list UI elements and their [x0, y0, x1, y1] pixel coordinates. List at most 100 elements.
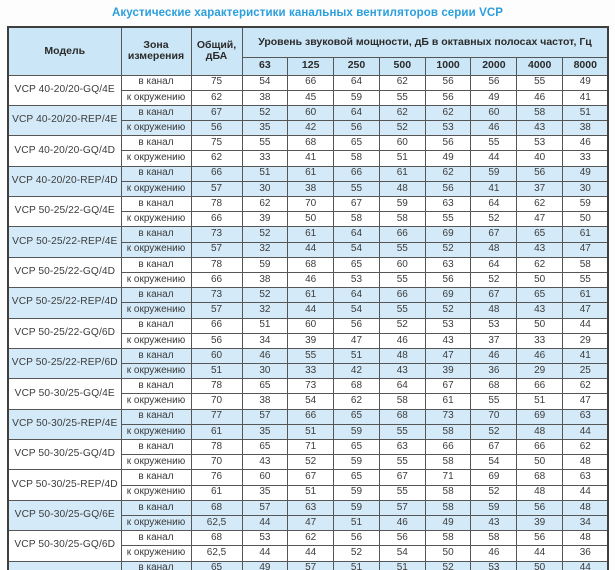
level-cell: 34 — [562, 514, 609, 532]
table-row: VCP 50-30/25-REP/6Dв канал65495751515253… — [7, 560, 609, 570]
level-cell: 39 — [287, 332, 335, 349]
table-row: к окружению 62,5 44 47 51 46 49 43 39 34 — [8, 514, 609, 532]
total-dba-cell: 66 — [190, 211, 243, 228]
measurement-zone-cell: в канал — [120, 499, 192, 516]
level-cell: 35 — [241, 423, 289, 441]
level-cell: 44 — [562, 317, 609, 334]
level-cell: 56 — [424, 74, 472, 91]
level-cell: 58 — [333, 150, 380, 167]
level-cell: 62 — [424, 165, 472, 182]
measurement-zone-cell: к окружению — [120, 302, 192, 319]
level-cell: 50 — [562, 211, 609, 228]
total-dba-cell: 78 — [190, 256, 243, 273]
level-cell: 63 — [287, 499, 335, 516]
level-cell: 43 — [378, 363, 426, 380]
level-cell: 45 — [287, 89, 335, 106]
level-cell: 55 — [287, 347, 335, 365]
level-cell: 36 — [470, 363, 518, 380]
table-row: VCP 50-30/25-GQ/6E в канал 68 57 63 59 57 58 59 5… — [7, 499, 609, 532]
level-cell: 52 — [378, 317, 426, 334]
level-cell: 59 — [333, 454, 380, 471]
level-cell: 54 — [470, 454, 518, 471]
total-dba-cell: 56 — [190, 120, 243, 137]
model-name-cell: VCP 50-30/25-REP/6D — [7, 560, 122, 570]
level-cell: 41 — [470, 180, 518, 198]
level-cell: 59 — [333, 89, 380, 106]
level-cell: 49 — [241, 560, 289, 570]
level-cell: 54 — [378, 545, 426, 562]
level-cell: 55 — [378, 302, 426, 319]
level-cell: 59 — [241, 256, 289, 273]
table-row: VCP 50-25/22-GQ/4D в канал 78 59 68 65 60 63 64 6… — [7, 256, 609, 289]
level-cell: 68 — [287, 256, 335, 273]
level-cell: 30 — [241, 363, 289, 380]
level-cell: 52 — [470, 211, 518, 228]
measurement-zone-cell: в канал — [120, 317, 192, 334]
total-dba-cell: 78 — [190, 195, 243, 213]
measurement-zone-cell: к окружению — [120, 150, 192, 167]
table-row: VCP 50-30/25-GQ/4D в канал 78 65 71 65 63 66 67 6… — [7, 438, 609, 471]
level-cell: 68 — [470, 378, 518, 395]
level-cell: 66 — [378, 287, 426, 304]
level-cell: 44 — [241, 514, 289, 532]
model-name-cell: VCP 50-30/25-REP/4E — [7, 408, 122, 441]
level-cell: 47 — [562, 302, 609, 319]
measurement-zone-cell: в канал — [120, 287, 192, 304]
level-cell: 73 — [424, 408, 472, 425]
total-dba-cell: 70 — [190, 393, 243, 410]
level-cell: 48 — [516, 423, 564, 441]
measurement-zone-cell: к окружению — [120, 332, 192, 349]
level-cell: 63 — [562, 469, 609, 486]
level-cell: 58 — [424, 530, 472, 547]
level-cell: 68 — [516, 469, 564, 486]
model-name-cell: VCP 50-25/22-REP/4E — [7, 226, 122, 258]
total-dba-cell: 62,5 — [190, 514, 243, 532]
level-cell: 46 — [562, 135, 609, 152]
model-name-cell: VCP 40-20/20-GQ/4E — [7, 74, 122, 106]
level-cell: 38 — [241, 271, 289, 289]
table-row: VCP 50-25/22-REP/4E в канал 73 52 61 64 66 69 67… — [7, 226, 609, 258]
level-cell: 62 — [516, 195, 564, 213]
total-dba-cell: 65 — [190, 560, 243, 570]
level-cell: 53 — [424, 120, 472, 137]
level-cell: 56 — [424, 135, 472, 152]
level-cell: 30 — [562, 180, 609, 198]
model-name-cell: VCP 50-25/22-REP/6D — [7, 347, 122, 380]
total-dba-cell: 68 — [190, 499, 243, 516]
level-cell: 53 — [470, 560, 518, 570]
level-cell: 73 — [287, 378, 335, 395]
measurement-zone-cell: в канал — [120, 195, 192, 213]
level-cell: 58 — [424, 499, 472, 516]
level-cell: 52 — [424, 560, 472, 570]
level-cell: 35 — [241, 120, 289, 137]
level-cell: 52 — [470, 423, 518, 441]
total-dba-cell: 66 — [190, 317, 243, 334]
total-dba-cell: 76 — [190, 469, 243, 486]
header-freq-1000: 1000 — [424, 56, 472, 76]
level-cell: 64 — [333, 226, 380, 243]
header-freq-4000: 4000 — [516, 56, 564, 76]
level-cell: 67 — [378, 469, 426, 486]
level-cell: 60 — [287, 104, 335, 122]
level-cell: 51 — [333, 347, 380, 365]
table-row: VCP 50-25/22-REP/6D в канал 60 46 55 51 48 47 46… — [7, 347, 609, 380]
level-cell: 62 — [562, 438, 609, 456]
level-cell: 59 — [333, 484, 380, 501]
total-dba-cell: 77 — [190, 408, 243, 425]
level-cell: 34 — [241, 332, 289, 349]
level-cell: 55 — [378, 454, 426, 471]
table-row: к окружению 57 32 44 54 55 52 48 43 47 — [8, 241, 609, 258]
table-row: VCP 40-20/20-GQ/4E в канал 75 54 66 64 62 56 56 5… — [7, 74, 609, 106]
level-cell: 57 — [287, 560, 335, 570]
total-dba-cell: 61 — [190, 423, 243, 441]
level-cell: 41 — [562, 347, 609, 365]
measurement-zone-cell: к окружению — [120, 393, 192, 410]
level-cell: 55 — [470, 135, 518, 152]
level-cell: 63 — [378, 438, 426, 456]
model-name-cell: VCP 50-25/22-GQ/4D — [7, 256, 122, 289]
level-cell: 53 — [470, 317, 518, 334]
level-cell: 59 — [562, 195, 609, 213]
measurement-zone-cell: к окружению — [120, 120, 192, 137]
level-cell: 48 — [378, 347, 426, 365]
level-cell: 60 — [378, 256, 426, 273]
